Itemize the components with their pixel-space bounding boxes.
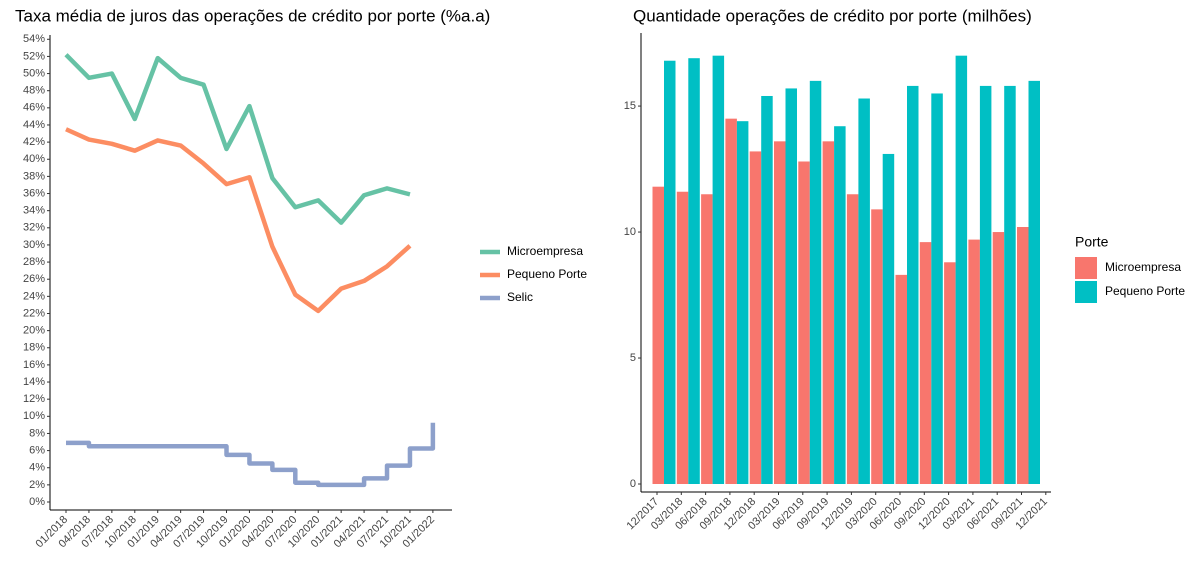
bar (688, 58, 700, 485)
y-tick-label: 20% (23, 325, 45, 337)
y-tick-label: 0% (29, 496, 45, 508)
y-tick-label: 54% (23, 33, 45, 45)
y-tick-label: 48% (23, 85, 45, 97)
bar (785, 88, 797, 484)
y-tick-label: 22% (23, 307, 45, 319)
bar (858, 98, 870, 485)
y-tick-label: 8% (29, 427, 45, 439)
bar (944, 262, 956, 484)
bar (798, 161, 810, 485)
y-tick-label: 28% (23, 256, 45, 268)
bar (712, 55, 725, 485)
chart-title: Quantidade operações de crédito por port… (633, 6, 1032, 25)
y-tick-label: 40% (23, 153, 45, 165)
bar (761, 95, 773, 484)
bar (979, 85, 992, 484)
bar (725, 118, 737, 485)
bar (701, 194, 713, 484)
bar (895, 274, 907, 484)
legend-label: Microempresa (1105, 260, 1181, 274)
line-2 (66, 422, 436, 488)
y-tick-label: 2% (29, 479, 45, 491)
line-0 (64, 53, 411, 225)
y-tick-label: 12% (23, 393, 45, 405)
y-tick-label: 16% (23, 359, 45, 371)
y-tick-label: 36% (23, 187, 45, 199)
y-tick-label: 38% (23, 170, 45, 182)
y-tick-label: 18% (23, 342, 45, 354)
y-tick-label: 24% (23, 290, 45, 302)
bar (846, 194, 859, 484)
y-tick-label: 52% (23, 50, 45, 62)
bar (871, 209, 883, 484)
y-tick-label: 46% (23, 102, 45, 114)
y-tick-label: 10% (23, 410, 45, 422)
bar (882, 153, 895, 485)
y-tick-label: 50% (23, 67, 45, 79)
y-tick-label: 34% (23, 205, 45, 217)
bar (955, 55, 968, 485)
y-tick-label: 32% (23, 222, 45, 234)
bar (676, 191, 689, 484)
bar (652, 186, 664, 484)
legend-label: Pequeno Porte (507, 267, 587, 281)
bar (774, 141, 786, 485)
y-tick-label: 44% (23, 119, 45, 131)
bar (992, 232, 1005, 484)
y-tick-label: 0 (630, 478, 636, 490)
legend-title: Porte (1075, 234, 1109, 250)
bar (809, 80, 822, 484)
chart-title: Taxa média de juros das operações de cré… (15, 6, 490, 25)
bar (749, 151, 762, 484)
y-tick-label: 14% (23, 376, 45, 388)
y-tick-label: 26% (23, 273, 45, 285)
line-1 (65, 127, 412, 314)
y-tick-label: 42% (23, 136, 45, 148)
y-tick-label: 10 (624, 226, 636, 238)
bar (919, 242, 932, 484)
y-tick-label: 6% (29, 444, 45, 456)
legend-label: Selic (507, 290, 533, 304)
bar (931, 93, 943, 485)
bar (736, 121, 749, 484)
bar (968, 239, 980, 484)
bar (834, 126, 846, 485)
y-tick-label: 30% (23, 239, 45, 251)
bar (822, 141, 835, 485)
legend-label: Pequeno Porte (1105, 284, 1185, 298)
y-tick-label: 5 (630, 352, 636, 364)
bar (664, 60, 676, 484)
legend-label: Microempresa (507, 244, 583, 258)
bar (907, 85, 919, 484)
bar (1004, 85, 1016, 484)
bar (1017, 227, 1029, 484)
legend-key (1075, 281, 1097, 303)
y-tick-label: 15 (624, 100, 636, 112)
y-tick-label: 4% (29, 462, 45, 474)
bar (1028, 80, 1040, 484)
legend-key (1075, 257, 1097, 279)
